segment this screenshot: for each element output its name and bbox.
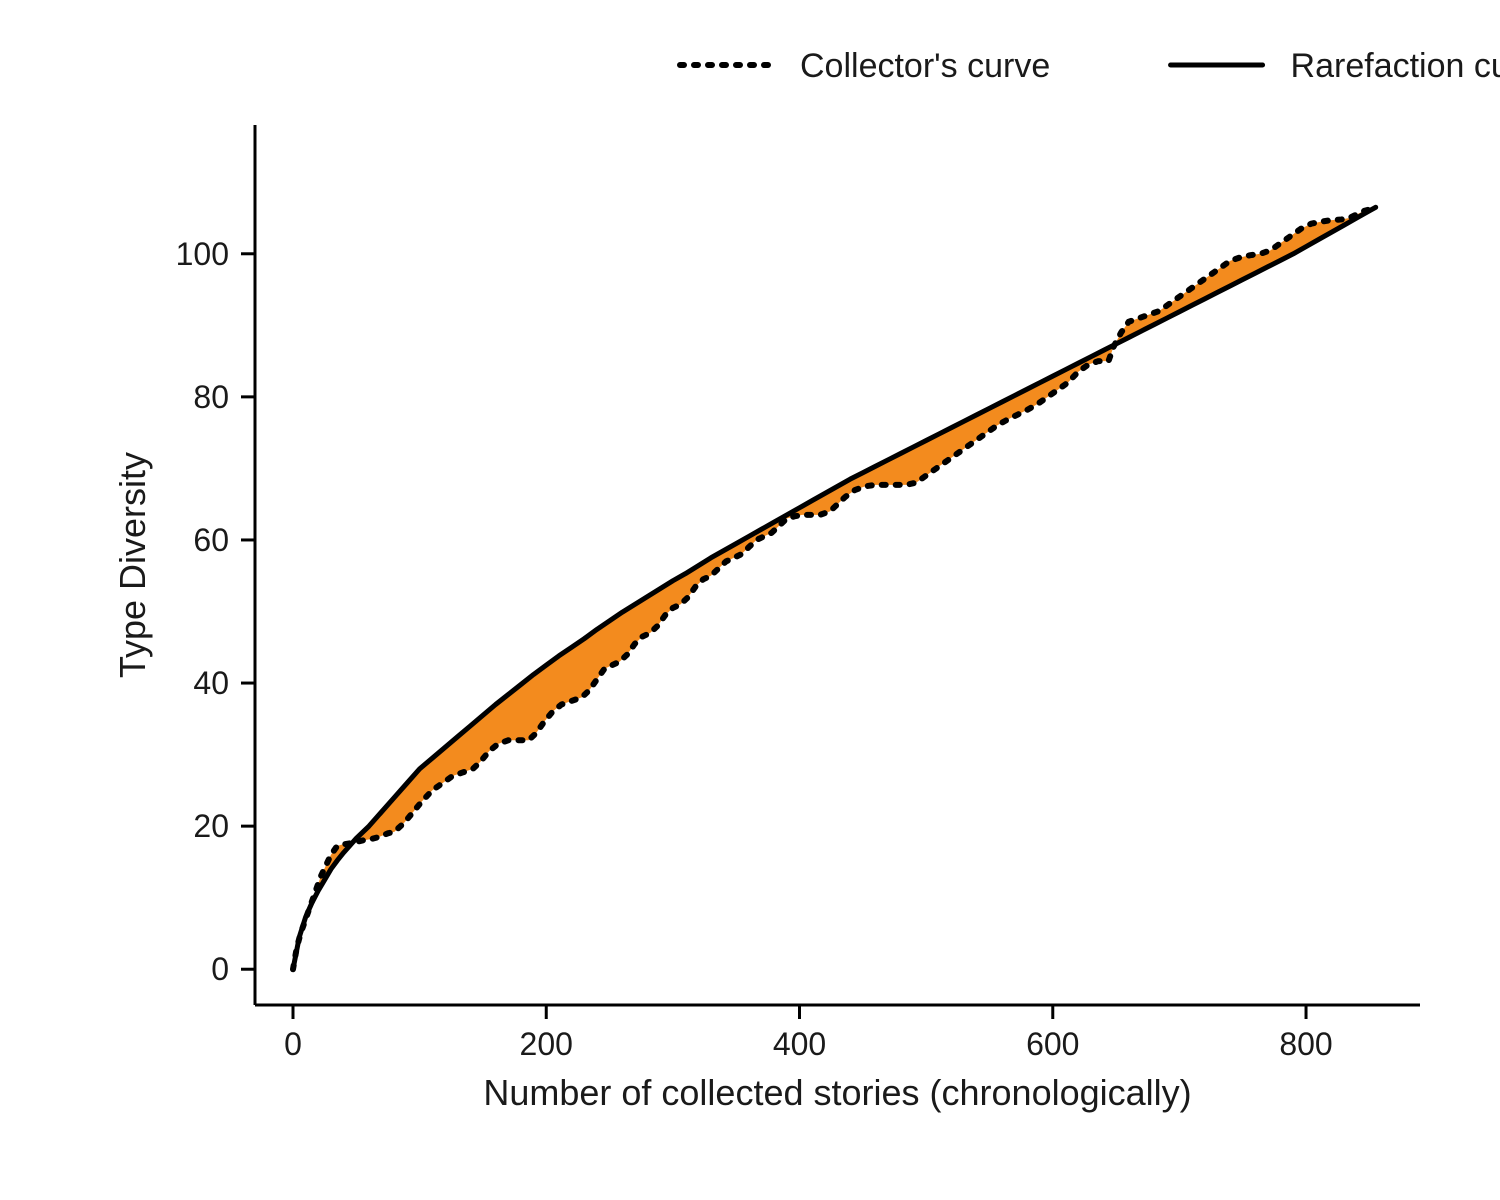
legend-label: Rarefaction curve [1291, 47, 1500, 85]
x-tick-label: 800 [1279, 1026, 1332, 1062]
y-tick-label: 40 [193, 665, 229, 701]
rarefaction-line [293, 207, 1376, 969]
x-tick-label: 200 [520, 1026, 573, 1062]
x-axis-title: Number of collected stories (chronologic… [483, 1072, 1191, 1113]
y-tick-label: 0 [211, 951, 229, 987]
y-tick-label: 20 [193, 808, 229, 844]
x-tick-label: 600 [1026, 1026, 1079, 1062]
legend-label: Collector's curve [800, 47, 1050, 85]
y-tick-label: 100 [176, 236, 229, 272]
x-tick-label: 400 [773, 1026, 826, 1062]
fill-region [293, 207, 1376, 969]
y-axis-title: Type Diversity [112, 452, 153, 678]
y-tick-label: 80 [193, 379, 229, 415]
collector-line [293, 207, 1376, 969]
y-tick-label: 60 [193, 522, 229, 558]
chart-container: 0 200 400 600 800 0 20 40 60 80 100 Number of colle… [0, 0, 1500, 1200]
chart-svg: 0 200 400 600 800 0 20 40 60 80 100 Number of colle… [0, 0, 1500, 1200]
x-tick-label: 0 [284, 1026, 302, 1062]
